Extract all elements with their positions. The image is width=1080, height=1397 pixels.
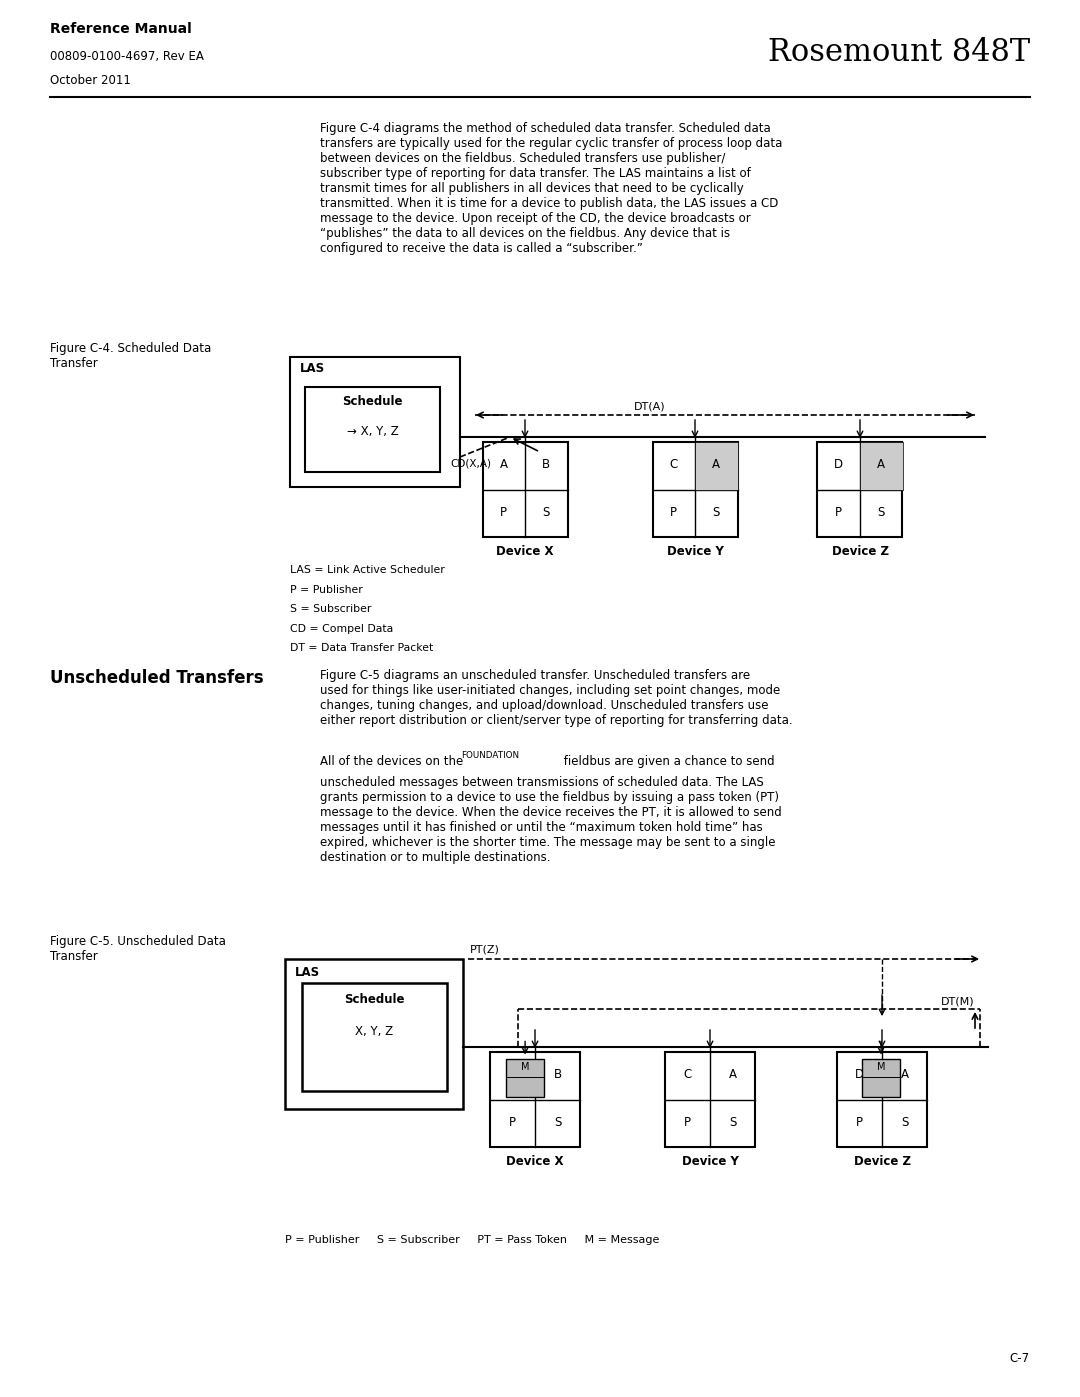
Text: B: B (542, 458, 551, 471)
Text: Device X: Device X (507, 1155, 564, 1168)
Text: P: P (835, 506, 842, 518)
Text: LAS: LAS (295, 965, 320, 979)
Text: S: S (713, 506, 720, 518)
Text: S: S (729, 1116, 737, 1129)
Text: C: C (684, 1069, 691, 1081)
Text: Reference Manual: Reference Manual (50, 22, 192, 36)
Text: LAS = Link Active Scheduler: LAS = Link Active Scheduler (291, 564, 445, 576)
Text: P: P (684, 1116, 691, 1129)
Text: October 2011: October 2011 (50, 74, 131, 87)
Text: S: S (901, 1116, 908, 1129)
FancyBboxPatch shape (860, 441, 903, 489)
Text: Device X: Device X (496, 545, 554, 557)
Text: D: D (834, 458, 843, 471)
Text: P: P (500, 506, 508, 518)
Text: A: A (712, 458, 720, 471)
Text: A: A (500, 458, 508, 471)
FancyBboxPatch shape (696, 441, 738, 489)
Text: CD(X,A): CD(X,A) (450, 460, 491, 469)
Text: P: P (509, 1116, 516, 1129)
Text: DT = Data Transfer Packet: DT = Data Transfer Packet (291, 643, 433, 652)
Text: D: D (855, 1069, 864, 1081)
Text: unscheduled messages between transmissions of scheduled data. The LAS
grants per: unscheduled messages between transmissio… (320, 775, 782, 863)
Text: A: A (729, 1069, 737, 1081)
Text: C: C (670, 458, 678, 471)
Text: S: S (554, 1116, 562, 1129)
Text: Device Z: Device Z (832, 545, 889, 557)
Text: Schedule: Schedule (342, 395, 403, 408)
Text: A: A (901, 1069, 908, 1081)
FancyBboxPatch shape (507, 1059, 544, 1097)
FancyBboxPatch shape (652, 441, 738, 536)
Text: X, Y, Z: X, Y, Z (355, 1025, 393, 1038)
Text: A: A (509, 1069, 516, 1081)
Text: Device Y: Device Y (666, 545, 724, 557)
Text: PT(Z): PT(Z) (470, 944, 500, 956)
Text: S = Subscriber: S = Subscriber (291, 604, 372, 615)
Text: Rosemount 848T: Rosemount 848T (768, 36, 1030, 68)
FancyBboxPatch shape (483, 441, 567, 536)
Text: P = Publisher     S = Subscriber     PT = Pass Token     M = Message: P = Publisher S = Subscriber PT = Pass T… (285, 1235, 660, 1245)
Text: B: B (553, 1069, 562, 1081)
Text: → X, Y, Z: → X, Y, Z (347, 425, 399, 439)
FancyBboxPatch shape (490, 1052, 580, 1147)
Text: Figure C-5 diagrams an unscheduled transfer. Unscheduled transfers are
used for : Figure C-5 diagrams an unscheduled trans… (320, 669, 793, 726)
Text: M: M (877, 1062, 886, 1071)
Text: Figure C-5. Unscheduled Data
Transfer: Figure C-5. Unscheduled Data Transfer (50, 935, 226, 963)
FancyBboxPatch shape (305, 387, 440, 472)
FancyBboxPatch shape (291, 358, 460, 488)
Text: Figure C-4 diagrams the method of scheduled data transfer. Scheduled data
transf: Figure C-4 diagrams the method of schedu… (320, 122, 782, 256)
Text: FOUNDATION: FOUNDATION (461, 752, 519, 760)
Text: Unscheduled Transfers: Unscheduled Transfers (50, 669, 264, 687)
Text: 00809-0100-4697, Rev EA: 00809-0100-4697, Rev EA (50, 50, 204, 63)
FancyBboxPatch shape (285, 958, 463, 1109)
Text: DT(M): DT(M) (942, 996, 975, 1006)
FancyBboxPatch shape (665, 1052, 755, 1147)
Text: Figure C-4. Scheduled Data
Transfer: Figure C-4. Scheduled Data Transfer (50, 342, 212, 370)
Text: M: M (521, 1062, 529, 1071)
Text: DT(A): DT(A) (634, 401, 665, 411)
Text: C-7: C-7 (1010, 1352, 1030, 1365)
Text: Schedule: Schedule (345, 993, 405, 1006)
Text: CD = Compel Data: CD = Compel Data (291, 623, 393, 633)
Text: S: S (878, 506, 885, 518)
Text: Device Y: Device Y (681, 1155, 739, 1168)
Text: S: S (542, 506, 550, 518)
Text: fieldbus are given a chance to send: fieldbus are given a chance to send (559, 754, 774, 768)
FancyBboxPatch shape (302, 983, 447, 1091)
FancyBboxPatch shape (818, 441, 903, 536)
Text: Device Z: Device Z (853, 1155, 910, 1168)
Text: A: A (877, 458, 886, 471)
Text: P = Publisher: P = Publisher (291, 584, 363, 595)
FancyBboxPatch shape (862, 1059, 900, 1097)
Text: All of the devices on the: All of the devices on the (320, 754, 467, 768)
Text: P: P (671, 506, 677, 518)
Text: P: P (856, 1116, 863, 1129)
FancyBboxPatch shape (837, 1052, 927, 1147)
Text: LAS: LAS (300, 362, 325, 374)
